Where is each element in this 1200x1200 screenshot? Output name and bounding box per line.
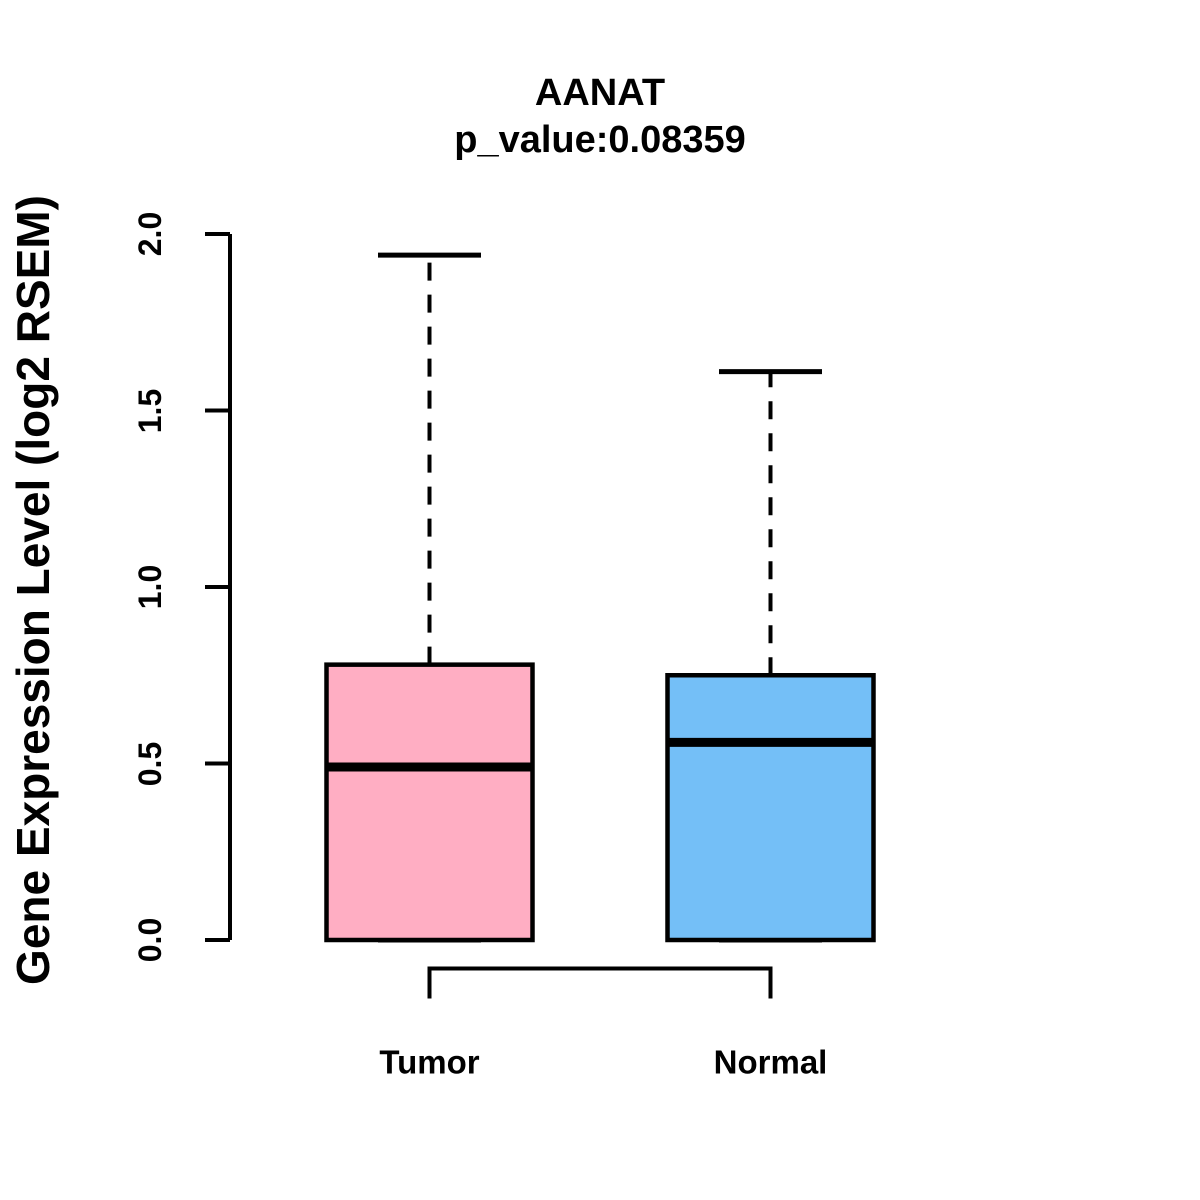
chart-title: AANAT — [534, 72, 666, 114]
y-axis-label: Gene Expression Level (log2 RSEM) — [7, 195, 59, 985]
y-tick-label: 1.0 — [132, 564, 168, 610]
x-category-label-normal: Normal — [713, 1043, 828, 1081]
y-tick-label: 2.0 — [132, 211, 168, 257]
chart-subtitle: p_value:0.08359 — [454, 119, 746, 161]
tumor-box — [324, 662, 535, 943]
y-tick-label: 1.5 — [132, 388, 168, 433]
comparison-bracket — [427, 966, 773, 999]
y-tick-label: 0.0 — [132, 917, 168, 963]
y-tick-label: 0.5 — [132, 741, 168, 786]
normal-box — [665, 673, 876, 943]
x-category-label-tumor: Tumor — [379, 1043, 480, 1081]
